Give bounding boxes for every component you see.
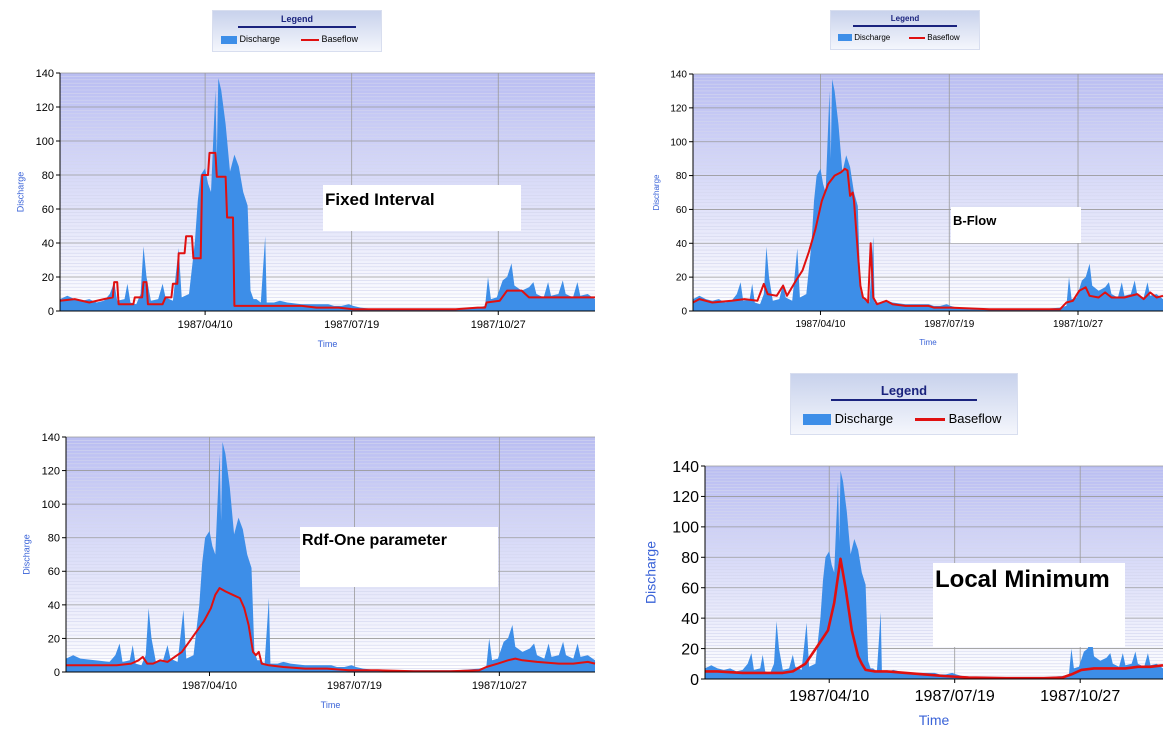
annotation-b-flow: B-Flow [951,207,1081,243]
y-tick-label: 120 [672,489,699,506]
y-tick-label: 100 [672,520,699,537]
chart-plot-local-minimum: 0 20 40 60 80 100 120 140 1987/04/10 1987/07/19 19… [642,459,1164,728]
x-tick-label: 1987/10/27 [1040,688,1120,705]
y-tick-label: 40 [681,611,699,628]
x-tick-label: 1987/04/10 [182,680,237,692]
y-tick-label: 100 [42,499,60,511]
x-tick-label: 1987/07/19 [915,688,995,705]
y-axis-title: Discharge [642,541,658,604]
discharge-swatch [803,414,831,426]
y-tick-label: 20 [48,633,60,645]
discharge-swatch [221,35,237,44]
x-tick-label: 1987/04/10 [789,688,869,705]
legend-label-discharge: Discharge [239,34,281,44]
x-tick-label: 1987/07/19 [924,319,974,330]
x-tick-label: 1987/04/10 [795,319,845,330]
discharge-area [693,79,1163,311]
y-tick-label: 140 [42,432,60,444]
y-tick-label: 60 [42,204,54,216]
baseflow-line [692,167,1164,311]
y-tick-label: 40 [676,239,688,250]
x-tick-label: 1987/07/19 [324,319,379,331]
x-axis-title: Time [919,338,937,347]
x-axis-title: Time [321,700,341,710]
y-tick-label: 60 [681,580,699,597]
y-tick-label: 0 [54,667,60,679]
legend-title: Legend [831,382,977,401]
y-tick-label: 20 [42,272,54,284]
legend-label-discharge: Discharge [854,33,891,42]
annotation-fixed-interval: Fixed Interval [323,185,521,231]
y-tick-label: 20 [681,641,699,658]
x-tick-label: 1987/10/27 [472,680,527,692]
y-axis-title: Discharge [15,172,25,213]
baseflow-swatch [909,36,925,39]
annotation-local-minimum: Local Minimum [933,563,1125,647]
y-tick-label: 140 [670,70,687,81]
legend-item-baseflow: Baseflow [915,411,1001,426]
chart-plot-b-flow: 0 20 40 60 80 100 120 140 1987/04/10 1987/07/19 19… [652,70,1164,347]
legend-label-baseflow: Baseflow [321,34,359,44]
y-tick-label: 60 [48,566,60,578]
legend-item-baseflow: Baseflow [301,34,358,44]
discharge-swatch [838,34,852,42]
annotation-rdf-one-parameter: Rdf-One parameter [300,527,498,587]
legend-label-baseflow: Baseflow [948,411,1002,426]
y-tick-label: 100 [670,137,687,148]
discharge-area [705,470,1163,679]
baseflow-swatch [301,38,319,41]
legend-item-discharge: Discharge [221,34,280,44]
x-tick-label: 1987/10/27 [471,319,526,331]
chart-legend: Legend Discharge Baseflow [790,373,1018,435]
legend-title: Legend [238,13,356,28]
y-tick-label: 80 [48,533,60,545]
chart-panel-rdf-one-parameter: 0 20 40 60 80 100 120 140 1987/04/10 1987/07/19 19… [0,370,600,741]
legend-item-discharge: Discharge [838,33,890,42]
chart-panel-fixed-interval: Legend Discharge Baseflow 0 20 40 60 80 100 12… [0,0,600,370]
legend-label-baseflow: Baseflow [927,33,960,42]
y-tick-label: 40 [42,238,54,250]
y-tick-label: 120 [670,103,687,114]
x-axis-title: Time [318,339,338,349]
y-tick-label: 0 [681,307,687,318]
baseflow-line [705,557,1164,680]
chart-legend: Legend Discharge Baseflow [212,10,382,52]
y-tick-label: 40 [48,600,60,612]
y-axis-title: Discharge [652,174,661,211]
x-tick-label: 1987/10/27 [1053,319,1103,330]
y-axis-title: Discharge [21,534,31,575]
x-tick-label: 1987/07/19 [327,680,382,692]
chart-legend: Legend Discharge Baseflow [830,10,980,50]
baseflow-line [66,587,596,673]
discharge-area [66,442,595,672]
x-axis-title: Time [919,712,950,728]
y-tick-label: 20 [676,273,688,284]
baseflow-line [59,151,595,311]
baseflow-swatch [915,418,945,422]
y-tick-label: 100 [36,136,54,148]
y-tick-label: 60 [676,205,688,216]
legend-label-discharge: Discharge [834,411,894,426]
chart-plot-rdf-one-parameter: 0 20 40 60 80 100 120 140 1987/04/10 1987/07/19 19… [21,432,596,710]
legend-title: Legend [853,13,957,27]
y-tick-label: 120 [36,102,54,114]
chart-panel-local-minimum: Legend Discharge Baseflow 0 20 40 60 80 100 12… [600,370,1164,741]
y-tick-label: 80 [676,171,688,182]
y-tick-label: 80 [681,550,699,567]
y-tick-label: 120 [42,466,60,478]
y-tick-label: 140 [672,459,699,476]
y-tick-label: 80 [42,170,54,182]
y-tick-label: 0 [690,672,699,689]
x-tick-label: 1987/04/10 [178,319,233,331]
y-tick-label: 140 [36,68,54,80]
y-tick-label: 0 [48,306,54,318]
legend-item-discharge: Discharge [803,411,893,426]
legend-item-baseflow: Baseflow [909,33,960,42]
chart-panel-b-flow: Legend Discharge Baseflow 0 20 40 60 80 100 12… [600,0,1164,370]
